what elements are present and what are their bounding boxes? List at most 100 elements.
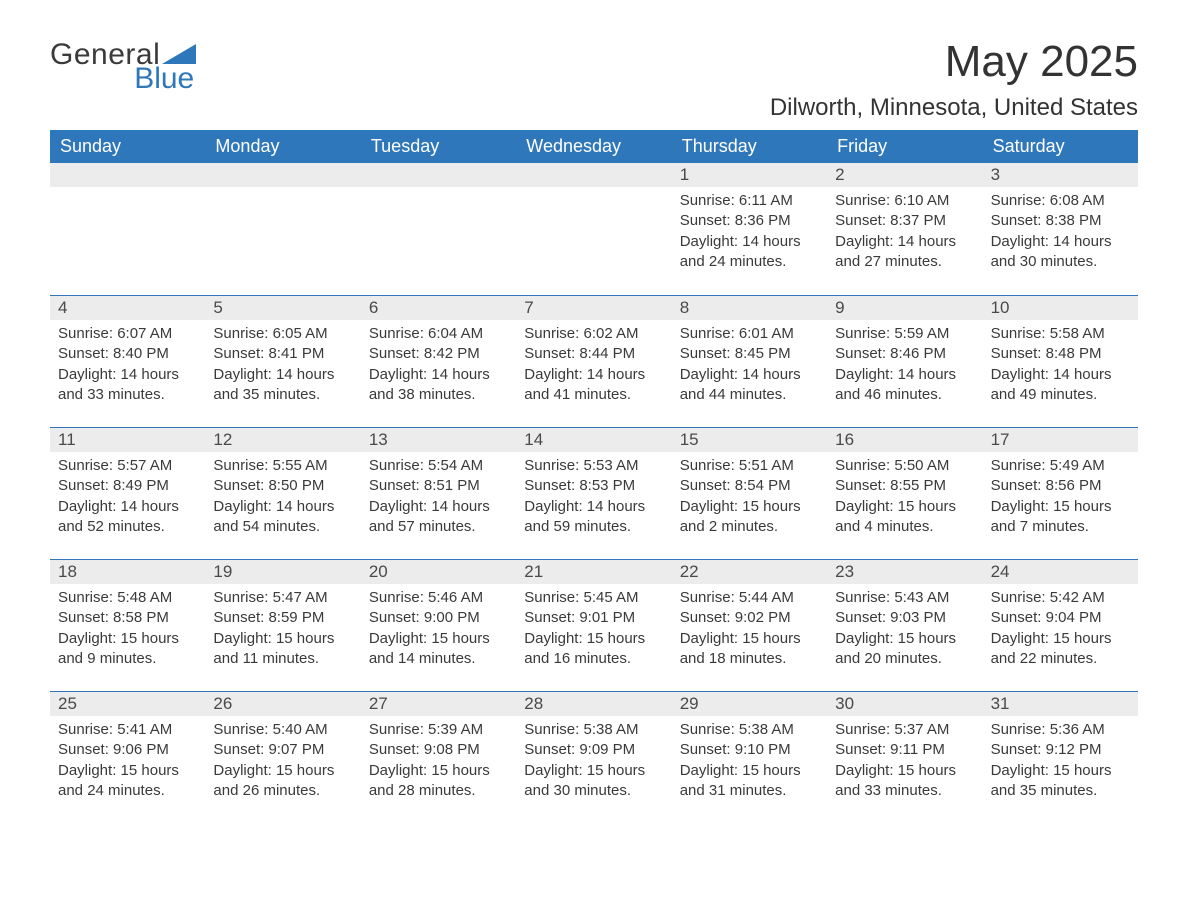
day-number: 1 [672,163,827,187]
day-details: Sunrise: 5:50 AMSunset: 8:55 PMDaylight:… [827,452,982,547]
daylight-text: Daylight: 14 hours and 57 minutes. [369,497,508,538]
sunset-text: Sunset: 9:10 PM [680,740,819,760]
day-details: Sunrise: 6:05 AMSunset: 8:41 PMDaylight:… [205,320,360,415]
sunset-text: Sunset: 8:51 PM [369,476,508,496]
daylight-text: Daylight: 15 hours and 16 minutes. [524,629,663,670]
daylight-text: Daylight: 15 hours and 33 minutes. [835,761,974,802]
calendar-cell: 28Sunrise: 5:38 AMSunset: 9:09 PMDayligh… [516,692,671,823]
calendar-cell: 2Sunrise: 6:10 AMSunset: 8:37 PMDaylight… [827,163,982,295]
calendar-cell: 4Sunrise: 6:07 AMSunset: 8:40 PMDaylight… [50,296,205,427]
day-details: Sunrise: 5:38 AMSunset: 9:09 PMDaylight:… [516,716,671,811]
sunset-text: Sunset: 9:01 PM [524,608,663,628]
calendar-cell: 9Sunrise: 5:59 AMSunset: 8:46 PMDaylight… [827,296,982,427]
day-number: 10 [983,296,1138,320]
day-details [361,187,516,201]
calendar-cell [205,163,360,295]
sunrise-text: Sunrise: 5:59 AM [835,324,974,344]
day-details: Sunrise: 5:44 AMSunset: 9:02 PMDaylight:… [672,584,827,679]
day-number: 11 [50,428,205,452]
day-number: 15 [672,428,827,452]
sunset-text: Sunset: 8:46 PM [835,344,974,364]
sunset-text: Sunset: 8:40 PM [58,344,197,364]
calendar-week: 11Sunrise: 5:57 AMSunset: 8:49 PMDayligh… [50,427,1138,559]
day-details: Sunrise: 6:11 AMSunset: 8:36 PMDaylight:… [672,187,827,282]
daylight-text: Daylight: 14 hours and 27 minutes. [835,232,974,273]
daylight-text: Daylight: 15 hours and 22 minutes. [991,629,1130,670]
daylight-text: Daylight: 14 hours and 35 minutes. [213,365,352,406]
daylight-text: Daylight: 15 hours and 4 minutes. [835,497,974,538]
day-details [205,187,360,201]
day-number: 8 [672,296,827,320]
day-number: 27 [361,692,516,716]
calendar-cell: 12Sunrise: 5:55 AMSunset: 8:50 PMDayligh… [205,428,360,559]
day-details [50,187,205,201]
calendar-cell: 23Sunrise: 5:43 AMSunset: 9:03 PMDayligh… [827,560,982,691]
day-details: Sunrise: 5:58 AMSunset: 8:48 PMDaylight:… [983,320,1138,415]
day-number: 22 [672,560,827,584]
day-number: 16 [827,428,982,452]
day-number: 13 [361,428,516,452]
day-number: 2 [827,163,982,187]
daylight-text: Daylight: 14 hours and 41 minutes. [524,365,663,406]
daylight-text: Daylight: 15 hours and 31 minutes. [680,761,819,802]
sunset-text: Sunset: 8:38 PM [991,211,1130,231]
sunrise-text: Sunrise: 5:48 AM [58,588,197,608]
calendar-cell: 31Sunrise: 5:36 AMSunset: 9:12 PMDayligh… [983,692,1138,823]
day-details: Sunrise: 5:42 AMSunset: 9:04 PMDaylight:… [983,584,1138,679]
day-number: 12 [205,428,360,452]
calendar-cell: 20Sunrise: 5:46 AMSunset: 9:00 PMDayligh… [361,560,516,691]
day-details: Sunrise: 5:36 AMSunset: 9:12 PMDaylight:… [983,716,1138,811]
sunset-text: Sunset: 9:07 PM [213,740,352,760]
daylight-text: Daylight: 14 hours and 38 minutes. [369,365,508,406]
sunrise-text: Sunrise: 5:44 AM [680,588,819,608]
sunset-text: Sunset: 8:59 PM [213,608,352,628]
sunset-text: Sunset: 8:45 PM [680,344,819,364]
sunset-text: Sunset: 8:56 PM [991,476,1130,496]
sunrise-text: Sunrise: 5:53 AM [524,456,663,476]
day-details: Sunrise: 5:47 AMSunset: 8:59 PMDaylight:… [205,584,360,679]
weekday-header: Thursday [672,130,827,163]
sunrise-text: Sunrise: 5:55 AM [213,456,352,476]
daylight-text: Daylight: 15 hours and 28 minutes. [369,761,508,802]
sunset-text: Sunset: 9:00 PM [369,608,508,628]
calendar-cell: 14Sunrise: 5:53 AMSunset: 8:53 PMDayligh… [516,428,671,559]
sunrise-text: Sunrise: 5:47 AM [213,588,352,608]
day-details: Sunrise: 5:59 AMSunset: 8:46 PMDaylight:… [827,320,982,415]
day-number: 30 [827,692,982,716]
calendar-cell: 19Sunrise: 5:47 AMSunset: 8:59 PMDayligh… [205,560,360,691]
sunset-text: Sunset: 9:08 PM [369,740,508,760]
day-details: Sunrise: 6:02 AMSunset: 8:44 PMDaylight:… [516,320,671,415]
sunset-text: Sunset: 9:11 PM [835,740,974,760]
sunset-text: Sunset: 8:49 PM [58,476,197,496]
calendar-cell: 10Sunrise: 5:58 AMSunset: 8:48 PMDayligh… [983,296,1138,427]
day-number: 19 [205,560,360,584]
logo: General Blue [50,40,196,94]
day-details: Sunrise: 5:55 AMSunset: 8:50 PMDaylight:… [205,452,360,547]
day-details: Sunrise: 5:49 AMSunset: 8:56 PMDaylight:… [983,452,1138,547]
sunrise-text: Sunrise: 5:40 AM [213,720,352,740]
sunset-text: Sunset: 8:53 PM [524,476,663,496]
sunset-text: Sunset: 9:03 PM [835,608,974,628]
weekday-header: Tuesday [361,130,516,163]
daylight-text: Daylight: 14 hours and 30 minutes. [991,232,1130,273]
day-details: Sunrise: 5:40 AMSunset: 9:07 PMDaylight:… [205,716,360,811]
day-details [516,187,671,201]
day-number: 7 [516,296,671,320]
day-details: Sunrise: 5:43 AMSunset: 9:03 PMDaylight:… [827,584,982,679]
weekday-header: Friday [827,130,982,163]
calendar-cell: 11Sunrise: 5:57 AMSunset: 8:49 PMDayligh… [50,428,205,559]
day-details: Sunrise: 5:54 AMSunset: 8:51 PMDaylight:… [361,452,516,547]
title-block: May 2025 Dilworth, Minnesota, United Sta… [770,40,1138,122]
day-details: Sunrise: 5:41 AMSunset: 9:06 PMDaylight:… [50,716,205,811]
sunrise-text: Sunrise: 5:41 AM [58,720,197,740]
sunrise-text: Sunrise: 5:43 AM [835,588,974,608]
calendar-cell [516,163,671,295]
day-details: Sunrise: 6:07 AMSunset: 8:40 PMDaylight:… [50,320,205,415]
logo-text-blue: Blue [50,64,196,94]
daylight-text: Daylight: 15 hours and 2 minutes. [680,497,819,538]
day-details: Sunrise: 6:08 AMSunset: 8:38 PMDaylight:… [983,187,1138,282]
day-number: 3 [983,163,1138,187]
weekday-header: Sunday [50,130,205,163]
day-details: Sunrise: 5:39 AMSunset: 9:08 PMDaylight:… [361,716,516,811]
calendar-week: 18Sunrise: 5:48 AMSunset: 8:58 PMDayligh… [50,559,1138,691]
